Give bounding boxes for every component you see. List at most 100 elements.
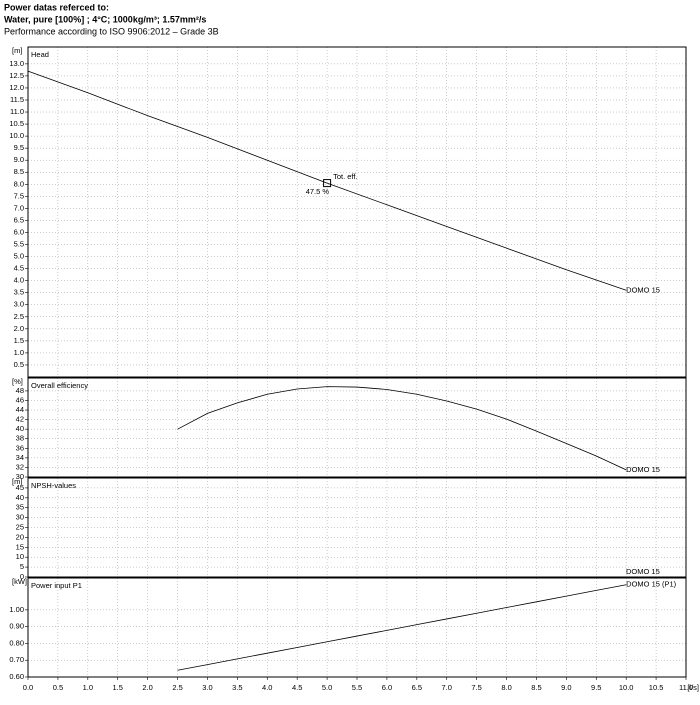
curve	[177, 386, 627, 471]
y-tick-label: 44	[16, 405, 24, 414]
y-tick-label: 30	[16, 472, 24, 481]
y-tick-label: 0.70	[9, 655, 24, 664]
y-tick-label: 11.0	[10, 107, 24, 116]
y-tick-label: 5.5	[14, 240, 24, 249]
y-tick-label: 3.5	[14, 288, 24, 297]
x-tick-label: 6.0	[382, 683, 392, 692]
y-tick-label: 15	[16, 542, 24, 551]
panel-label: Overall efficiency	[31, 381, 88, 390]
y-tick-label: 5	[20, 562, 24, 571]
y-tick-label: 8.0	[14, 179, 24, 188]
y-tick-label: 6.5	[14, 215, 24, 224]
unit-label: [m]	[12, 46, 22, 55]
panel-label: NPSH-values	[31, 481, 76, 490]
y-tick-label: 48	[16, 386, 24, 395]
y-tick-label: 0.60	[9, 672, 24, 681]
y-tick-label: 5.0	[14, 252, 24, 261]
y-tick-label: 46	[16, 395, 24, 404]
panel-frame	[27, 46, 687, 378]
panel-label: Power input P1	[31, 581, 82, 590]
y-tick-label: 1.5	[14, 336, 24, 345]
series-label: DOMO 15	[626, 465, 660, 474]
series-label: DOMO 15	[626, 285, 660, 294]
curve	[27, 70, 627, 291]
y-tick-label: 7.5	[14, 191, 24, 200]
y-tick-label: 0	[20, 572, 24, 581]
series-label: DOMO 15	[626, 567, 660, 576]
y-tick-label: 7.0	[14, 203, 24, 212]
y-tick-label: 12.0	[9, 83, 24, 92]
y-tick-label: 9.5	[14, 143, 24, 152]
x-tick-label: 9.0	[561, 683, 571, 692]
x-tick-label: 0.0	[23, 683, 33, 692]
y-tick-label: 10.5	[9, 119, 24, 128]
y-tick-label: 11.5	[10, 95, 24, 104]
y-tick-label: 38	[16, 434, 24, 443]
y-tick-label: 42	[16, 415, 24, 424]
x-tick-label: 2.5	[172, 683, 182, 692]
x-tick-label: 4.0	[262, 683, 272, 692]
x-tick-label: 7.0	[442, 683, 452, 692]
x-tick-label: 1.5	[113, 683, 123, 692]
y-tick-label: 10	[16, 552, 24, 561]
y-tick-label: 13.0	[9, 59, 24, 68]
y-tick-label: 2.0	[14, 324, 24, 333]
y-tick-label: 6.0	[14, 227, 24, 236]
y-tick-label: 40	[16, 424, 24, 433]
y-tick-label: 1.00	[9, 605, 24, 614]
x-tick-label: 5.0	[322, 683, 332, 692]
unit-label: [kW]	[12, 577, 27, 586]
x-tick-label: 1.0	[83, 683, 93, 692]
panel-label: Head	[31, 50, 49, 59]
x-tick-label: 8.0	[501, 683, 511, 692]
y-tick-label: 1.0	[14, 348, 24, 357]
y-tick-label: 9.0	[14, 155, 24, 164]
y-tick-label: 45	[16, 483, 24, 492]
y-tick-label: 0.80	[9, 638, 24, 647]
x-tick-label: 3.0	[202, 683, 212, 692]
y-tick-label: 12.5	[9, 71, 24, 80]
x-tick-label: 10.0	[619, 683, 634, 692]
y-tick-label: 30	[16, 513, 24, 522]
header-line: Performance according to ISO 9906:2012 –…	[4, 26, 219, 36]
header-line: Water, pure [100%] ; 4°C; 1000kg/m³; 1.5…	[4, 14, 206, 24]
y-tick-label: 3.0	[14, 300, 24, 309]
curve	[177, 584, 627, 671]
y-tick-label: 0.5	[14, 360, 24, 369]
x-tick-label: 0.5	[53, 683, 63, 692]
unit-label: [m]	[12, 477, 22, 486]
y-tick-label: 36	[16, 443, 24, 452]
x-tick-label: 7.5	[471, 683, 481, 692]
x-tick-label: 11.0	[679, 683, 693, 692]
y-tick-label: 10.0	[9, 131, 24, 140]
y-tick-label: 20	[16, 532, 24, 541]
header-title: Power datas referced to:	[4, 2, 109, 12]
x-unit-label: [l/s]	[687, 683, 699, 692]
x-tick-label: 2.0	[142, 683, 152, 692]
x-tick-label: 4.5	[292, 683, 302, 692]
y-tick-label: 8.5	[14, 167, 24, 176]
y-tick-label: 34	[16, 453, 24, 462]
unit-label: [%]	[12, 377, 23, 386]
x-tick-label: 6.5	[412, 683, 422, 692]
y-tick-label: 25	[16, 522, 24, 531]
panel-frame	[27, 477, 687, 578]
y-tick-label: 35	[16, 503, 24, 512]
y-tick-label: 4.5	[14, 264, 24, 273]
y-tick-label: 32	[16, 462, 24, 471]
panel-frame	[27, 377, 687, 478]
x-tick-label: 10.5	[649, 683, 664, 692]
series-label: DOMO 15 (P1)	[626, 580, 677, 589]
y-tick-label: 0.90	[9, 622, 24, 631]
annotation: 47.5 %	[306, 187, 330, 196]
y-tick-label: 2.5	[14, 312, 24, 321]
y-tick-label: 4.0	[14, 276, 24, 285]
x-tick-label: 3.5	[232, 683, 242, 692]
x-tick-label: 9.5	[591, 683, 601, 692]
x-tick-label: 8.5	[531, 683, 541, 692]
x-tick-label: 5.5	[352, 683, 362, 692]
y-tick-label: 40	[16, 493, 24, 502]
duty-point	[323, 179, 332, 188]
annotation: Tot. eff.	[333, 172, 357, 181]
